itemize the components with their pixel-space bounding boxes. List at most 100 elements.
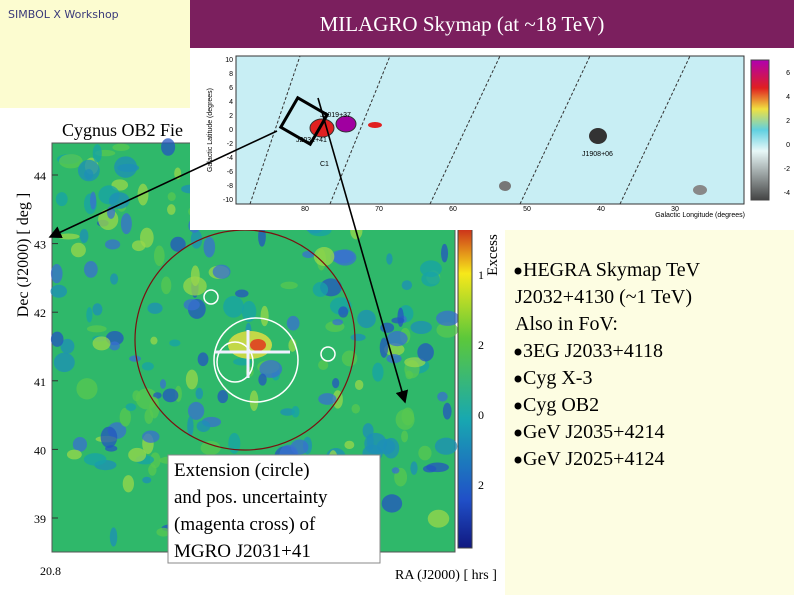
skymap-colorbar-tick: 6: [786, 70, 790, 77]
error-ellipse: [216, 341, 254, 383]
noise: [427, 509, 450, 528]
skymap-x-tick: 50: [523, 206, 531, 213]
noise: [401, 280, 413, 291]
corner-panel: [0, 0, 190, 108]
noise: [217, 390, 229, 404]
noise: [86, 307, 93, 323]
noise: [92, 303, 103, 316]
noise: [89, 191, 97, 210]
noise: [147, 302, 163, 314]
noise: [318, 360, 329, 370]
skymap-x-tick: 60: [449, 206, 457, 213]
hotspot: [335, 115, 357, 133]
noise: [391, 467, 400, 474]
noise: [187, 401, 205, 420]
noise: [190, 230, 203, 249]
noise: [185, 369, 198, 390]
noise: [332, 318, 344, 326]
skymap-colorbar-tick: -4: [784, 190, 790, 197]
y-tick-label: 43: [34, 238, 46, 252]
noise: [50, 263, 63, 284]
callout-line: (magenta cross) of: [174, 514, 316, 535]
slide-title: MILAGRO Skymap (at ~18 TeV): [320, 12, 605, 36]
noise: [332, 377, 340, 389]
skymap-x-tick: 40: [597, 206, 605, 213]
noise: [83, 453, 107, 466]
noise: [112, 143, 130, 152]
noise: [344, 440, 355, 450]
source-circle: [320, 346, 336, 362]
y-tick-label: 40: [34, 443, 46, 457]
noise: [161, 138, 176, 156]
plot-x-label: RA (J2000) [ hrs ]: [395, 568, 497, 583]
source-label: J1908+06: [582, 151, 613, 158]
skymap-y-tick: -6: [227, 169, 233, 176]
noise: [92, 144, 102, 163]
noise: [235, 289, 249, 298]
noise: [110, 273, 119, 285]
dec-line: [429, 55, 501, 205]
colorbar-tick-label: 1: [478, 268, 484, 282]
noise: [122, 475, 134, 493]
noise: [386, 331, 408, 347]
noise: [350, 333, 366, 342]
hotspot: [499, 181, 511, 191]
noise: [386, 354, 402, 364]
note-line: Cyg X-3: [523, 367, 592, 389]
y-ticks: 44 43 42 41 40 39: [34, 169, 58, 526]
note-line: Cyg OB2: [523, 394, 599, 416]
noise: [436, 322, 459, 338]
noise: [397, 307, 404, 327]
noise: [150, 336, 158, 345]
noise: [381, 494, 403, 513]
bullet: [514, 429, 522, 437]
hotspot: [693, 185, 707, 195]
noise: [421, 271, 440, 287]
noise: [404, 357, 426, 368]
skymap-features: [249, 55, 707, 205]
notes: HEGRA Skymap TeV J2032+4130 (~1 TeV) Also …: [514, 259, 701, 470]
note-line: GeV J2035+4214: [523, 421, 664, 443]
dec-line: [619, 55, 691, 205]
noise: [401, 430, 409, 443]
y-tick-label: 41: [34, 375, 46, 389]
noise: [132, 390, 141, 402]
noise: [259, 360, 283, 378]
skymap-y-tick: -8: [227, 183, 233, 190]
noise: [105, 239, 121, 250]
noise: [100, 426, 118, 449]
noise: [286, 315, 300, 331]
dec-line: [249, 55, 301, 205]
noise: [338, 306, 349, 318]
hotspot: [250, 339, 266, 351]
plot-y-label: Dec (J2000) [ deg ]: [15, 193, 32, 317]
bullet: [514, 375, 522, 383]
noise: [437, 391, 448, 402]
noise: [417, 343, 434, 362]
noise: [386, 253, 393, 265]
noise: [330, 249, 355, 264]
noise: [53, 352, 75, 373]
noise: [391, 317, 405, 324]
callout: Extension (circle) and pos. uncertainty (m…: [174, 460, 328, 562]
source-label: J2031+41: [296, 137, 327, 144]
noise: [395, 409, 415, 430]
noise: [280, 408, 296, 416]
note-line: GeV J2025+4124: [523, 448, 664, 470]
skymap-y-tick: 2: [229, 113, 233, 120]
noise: [119, 407, 131, 427]
colorbar: [457, 224, 473, 549]
skymap-colorbar-tick: 2: [786, 118, 790, 125]
noise: [197, 352, 209, 367]
noise: [76, 378, 98, 400]
hotspot: [589, 128, 607, 144]
noise: [162, 388, 179, 403]
noise: [167, 204, 176, 215]
noise: [92, 336, 111, 351]
y-tick-label: 44: [34, 169, 46, 183]
noise: [156, 527, 171, 537]
skymap-x-tick: 80: [301, 206, 309, 213]
noise: [436, 310, 460, 326]
noise: [354, 379, 364, 390]
noise: [159, 379, 167, 389]
